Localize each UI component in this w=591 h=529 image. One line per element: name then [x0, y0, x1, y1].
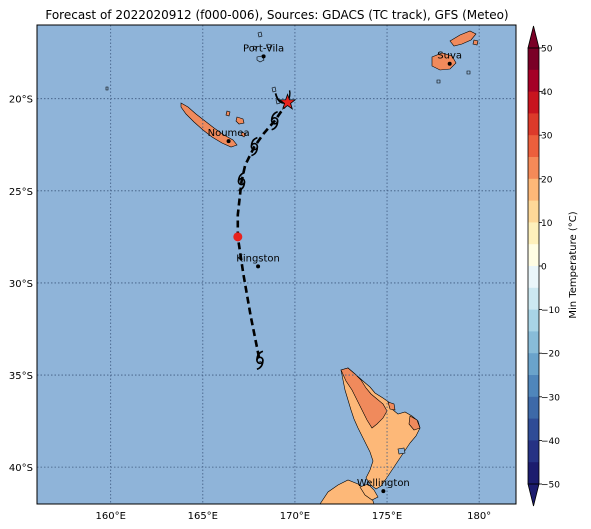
colorbar-bin [528, 287, 539, 310]
star-icon [278, 93, 297, 110]
figure-title: Forecast of 2022020912 (f000-006), Sourc… [45, 8, 508, 22]
colorbar-bin [528, 178, 539, 201]
colorbar-tick-label: 10 [541, 219, 553, 229]
cyclone-symbol-icon [237, 171, 246, 192]
colorbar-tick-label: −50 [541, 481, 560, 491]
latitude-axis: 20°S 25°S 30°S 35°S 40°S [9, 95, 33, 474]
colorbar-tick-label: −20 [541, 350, 560, 360]
land-new-caledonia [180, 102, 238, 148]
colorbar-tick-label: −30 [541, 393, 560, 403]
colorbar-tick-label: 0 [541, 263, 547, 273]
land-nz-east-cape [408, 415, 421, 431]
lon-tick-label: 165°E [188, 511, 218, 522]
city-label: Port-Vila [243, 43, 284, 54]
colorbar: 50 40 30 20 10 0 −10 −20 −30 −40 −50 [527, 25, 560, 507]
colorbar-bin [528, 266, 539, 289]
colorbar-bin [528, 48, 539, 71]
track-red-point [233, 232, 243, 242]
colorbar-bin [528, 200, 539, 223]
lat-tick-label: 40°S [9, 463, 33, 474]
colorbar-bin [528, 157, 539, 180]
lon-tick-label: 175°E [372, 511, 402, 522]
colorbar-bin [528, 244, 539, 267]
land-islet-west [105, 86, 109, 91]
colorbar-tick-label: 50 [541, 45, 553, 55]
colorbar-tick-label: 30 [541, 132, 553, 142]
colorbar-extend-top [527, 25, 540, 49]
land-loyalty-islands [235, 116, 245, 125]
land-nz-lake-taupo [397, 447, 406, 455]
colorbar-tick-label: −10 [541, 306, 560, 316]
colorbar-bin [528, 113, 539, 136]
lat-tick-label: 20°S [9, 95, 33, 106]
lat-tick-label: 25°S [9, 187, 33, 198]
lat-tick-label: 35°S [9, 371, 33, 382]
ocean-background [37, 25, 516, 504]
current-position-marker [274, 90, 297, 110]
colorbar-bin [528, 353, 539, 376]
city-dot [381, 489, 386, 494]
land-nz-north-warm [340, 367, 388, 429]
colorbar-bin [528, 309, 539, 332]
colorbar-bin [528, 91, 539, 114]
colorbar-bin [528, 69, 539, 92]
colorbar-tick-label: −40 [541, 437, 560, 447]
colorbar-tick-label: 20 [541, 175, 553, 185]
colorbar-bin [528, 222, 539, 245]
cyclone-track-line [236, 101, 289, 363]
land-layer [105, 30, 479, 504]
colorbar-label: Min Temperature (°C) [568, 211, 579, 318]
lon-tick-label: 160°E [95, 511, 125, 522]
land-fiji-viti-levu [431, 52, 457, 71]
land-nz-marlborough [359, 483, 379, 501]
lon-tick-label: 170°E [280, 511, 310, 522]
land-loyalty-islands-3 [240, 131, 247, 138]
colorbar-bin [528, 462, 539, 485]
land-nz-island-east [387, 401, 396, 411]
city-label: Noumea [208, 128, 250, 139]
cities-layer: Port-Vila Suva Noumea Kingston Wellington [208, 43, 462, 494]
colorbar-bin [528, 396, 539, 419]
colorbar-tick-label: 40 [541, 88, 553, 98]
colorbar-bin [528, 418, 539, 441]
land-fiji-taveuni [472, 39, 479, 46]
colorbar-extend-bottom [527, 483, 540, 507]
land-loyalty-islands-2 [225, 110, 231, 117]
map-panel: 160°E 165°E 170°E 175°E 180° 20°S 25°S 30°S 35°… [9, 24, 517, 522]
city-dot [447, 61, 452, 66]
colorbar-bin [528, 331, 539, 354]
city-dot [226, 139, 231, 144]
city-dot [256, 264, 261, 269]
city-dot [261, 54, 266, 59]
lon-tick-label: 180° [467, 511, 491, 522]
city-label: Wellington [357, 478, 410, 489]
colorbar-bin [528, 375, 539, 398]
cyclone-symbol-icon [250, 136, 259, 157]
longitude-axis: 160°E 165°E 170°E 175°E 180° [95, 511, 491, 522]
map-frame [36, 24, 517, 505]
map-gridlines [37, 25, 516, 504]
colorbar-bin [528, 440, 539, 463]
land-fiji-vanua-levu [449, 30, 477, 47]
cyclone-symbol-icon [270, 111, 279, 131]
land-vanuatu-north [252, 31, 272, 51]
track-layer [233, 90, 297, 371]
lat-tick-label: 30°S [9, 279, 33, 290]
land-fiji-lau [436, 70, 471, 84]
colorbar-bin [528, 135, 539, 158]
city-label: Kingston [236, 253, 280, 264]
city-label: Suva [437, 51, 462, 62]
cyclone-symbol-icon [256, 350, 264, 371]
